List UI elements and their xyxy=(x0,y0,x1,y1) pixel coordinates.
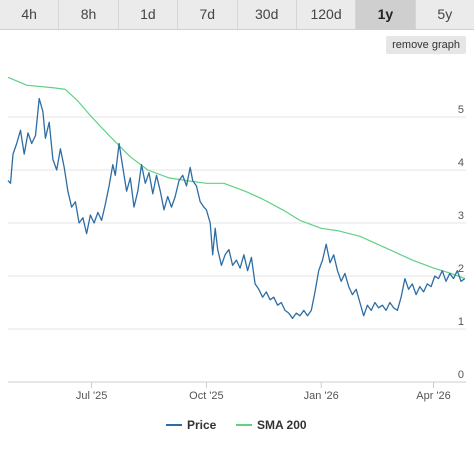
chart-series xyxy=(7,76,466,320)
series-line-price xyxy=(7,97,466,320)
tab-8h[interactable]: 8h xyxy=(59,0,119,29)
timeframe-tabs: 4h 8h 1d 7d 30d 120d 1y 5y xyxy=(0,0,474,30)
legend-label-price[interactable]: Price xyxy=(187,418,217,432)
y-tick-label: 1 xyxy=(458,316,464,328)
tab-5y[interactable]: 5y xyxy=(437,6,453,22)
x-tick-label: Jul '25 xyxy=(76,390,107,402)
legend-label-sma[interactable]: SMA 200 xyxy=(257,418,307,432)
x-axis: Jul '25 Oct '25 Jan '26 Apr '26 xyxy=(76,382,451,402)
tab-1d[interactable]: 1d xyxy=(119,0,179,29)
series-line-sma xyxy=(7,76,466,280)
tab-7d[interactable]: 7d xyxy=(178,0,238,29)
y-axis: 0 1 2 3 4 5 xyxy=(458,104,464,381)
y-tick-label: 3 xyxy=(458,210,464,222)
price-chart: 0 1 2 3 4 5 Jul '25 Oct '25 Jan '26 Apr '26 Pric… xyxy=(7,76,466,432)
chart-grid xyxy=(8,116,466,383)
x-tick-label: Jan '26 xyxy=(304,390,339,402)
x-tick-label: Apr '26 xyxy=(416,390,451,402)
tab-1y[interactable]: 1y xyxy=(356,0,416,29)
y-tick-label: 0 xyxy=(458,369,464,381)
y-tick-label: 5 xyxy=(458,104,464,116)
tab-30d[interactable]: 30d xyxy=(238,0,297,29)
x-tick-label: Oct '25 xyxy=(189,390,224,402)
y-tick-label: 2 xyxy=(458,263,464,275)
remove-graph-button[interactable]: remove graph xyxy=(386,36,466,54)
y-tick-label: 4 xyxy=(458,157,464,169)
tab-120d[interactable]: 120d xyxy=(297,0,357,29)
tab-4h[interactable]: 4h xyxy=(0,0,60,29)
chart-legend: Price SMA 200 xyxy=(166,418,307,432)
